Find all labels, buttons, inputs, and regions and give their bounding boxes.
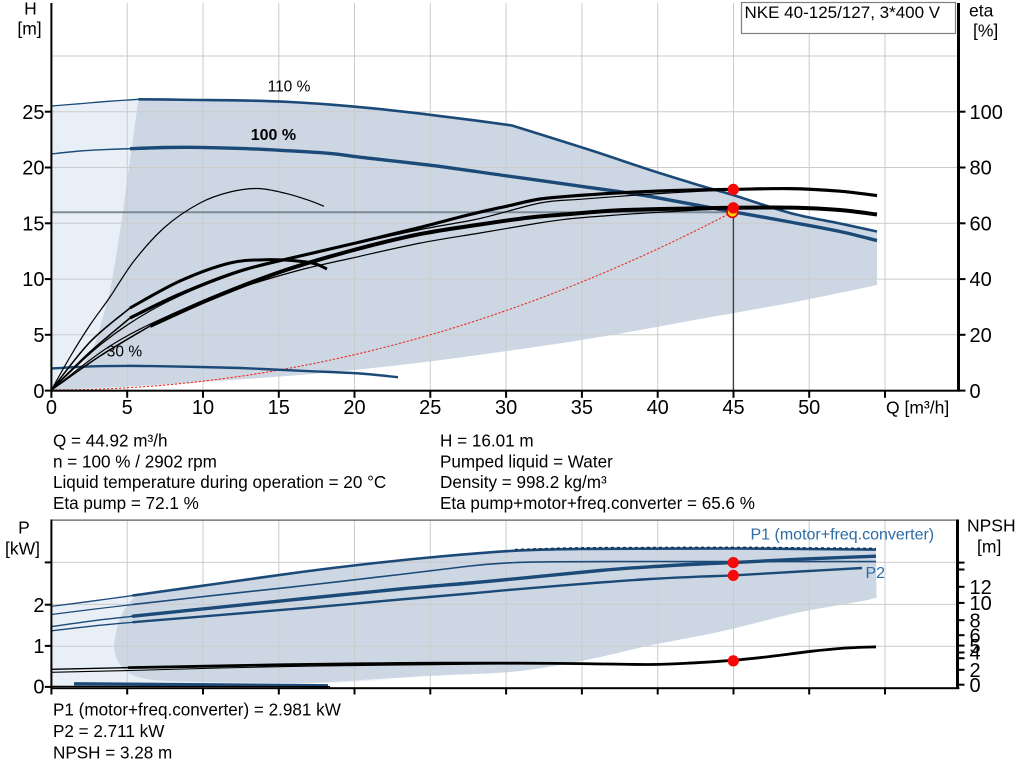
svg-text:60: 60 [970, 214, 992, 236]
svg-text:Density = 998.2 kg/m³: Density = 998.2 kg/m³ [440, 473, 607, 492]
svg-text:[%]: [%] [973, 21, 998, 41]
svg-text:eta: eta [969, 0, 994, 20]
svg-text:5: 5 [970, 636, 981, 658]
svg-text:0: 0 [970, 381, 981, 403]
svg-text:Eta pump+motor+freq.converter: Eta pump+motor+freq.converter = 65.6 % [440, 494, 755, 513]
svg-text:30 %: 30 % [107, 344, 143, 361]
svg-text:25: 25 [419, 397, 441, 419]
svg-text:100 %: 100 % [251, 127, 296, 144]
svg-text:H: H [24, 0, 37, 18]
svg-text:8: 8 [970, 610, 981, 632]
svg-text:15: 15 [268, 397, 290, 419]
svg-text:100: 100 [970, 102, 1003, 124]
svg-text:NKE 40-125/127, 3*400 V: NKE 40-125/127, 3*400 V [745, 3, 941, 22]
svg-text:P2 = 2.711 kW: P2 = 2.711 kW [53, 722, 165, 741]
svg-text:P2: P2 [866, 565, 886, 582]
svg-text:1: 1 [33, 636, 44, 658]
svg-text:P: P [18, 517, 30, 537]
svg-text:NPSH: NPSH [967, 516, 1016, 536]
svg-text:10: 10 [970, 593, 992, 615]
svg-text:NPSH = 3.28 m: NPSH = 3.28 m [53, 744, 172, 763]
svg-text:12: 12 [970, 577, 992, 599]
svg-text:80: 80 [970, 158, 992, 180]
svg-text:40: 40 [970, 269, 992, 291]
svg-text:5: 5 [33, 325, 44, 347]
svg-text:P1 (motor+freq.converter) = 2.: P1 (motor+freq.converter) = 2.981 kW [53, 701, 342, 720]
svg-text:Liquid temperature during oper: Liquid temperature during operation = 20… [53, 473, 386, 492]
svg-text:6: 6 [970, 625, 981, 647]
svg-text:Eta pump = 72.1 %: Eta pump = 72.1 % [53, 494, 199, 513]
svg-text:Q [m³/h]: Q [m³/h] [886, 398, 949, 418]
svg-text:0: 0 [970, 675, 981, 697]
svg-text:30: 30 [495, 397, 517, 419]
svg-text:H = 16.01 m: H = 16.01 m [440, 432, 534, 451]
svg-text:25: 25 [22, 102, 44, 124]
svg-text:Q = 44.92 m³/h: Q = 44.92 m³/h [53, 432, 168, 451]
svg-text:40: 40 [647, 397, 669, 419]
svg-text:35: 35 [571, 397, 593, 419]
svg-text:[m]: [m] [977, 536, 1001, 556]
svg-text:0: 0 [33, 381, 44, 403]
svg-text:4: 4 [970, 643, 981, 665]
svg-text:0: 0 [46, 397, 57, 419]
svg-text:20: 20 [343, 397, 365, 419]
svg-text:110 %: 110 % [268, 79, 311, 96]
svg-text:50: 50 [798, 397, 820, 419]
svg-text:10: 10 [192, 397, 214, 419]
svg-text:2: 2 [33, 595, 44, 617]
svg-text:P1 (motor+freq.converter): P1 (motor+freq.converter) [751, 527, 935, 544]
svg-text:45: 45 [722, 397, 744, 419]
svg-text:n = 100 % / 2902 rpm: n = 100 % / 2902 rpm [53, 452, 217, 471]
svg-text:Pumped liquid = Water: Pumped liquid = Water [440, 452, 613, 471]
svg-text:0: 0 [33, 677, 44, 699]
svg-text:15: 15 [22, 214, 44, 236]
svg-text:5: 5 [122, 397, 133, 419]
svg-text:[m]: [m] [17, 19, 41, 39]
svg-text:20: 20 [22, 158, 44, 180]
svg-text:[kW]: [kW] [5, 538, 40, 558]
svg-text:10: 10 [22, 269, 44, 291]
svg-text:20: 20 [970, 325, 992, 347]
svg-text:2: 2 [970, 660, 981, 682]
